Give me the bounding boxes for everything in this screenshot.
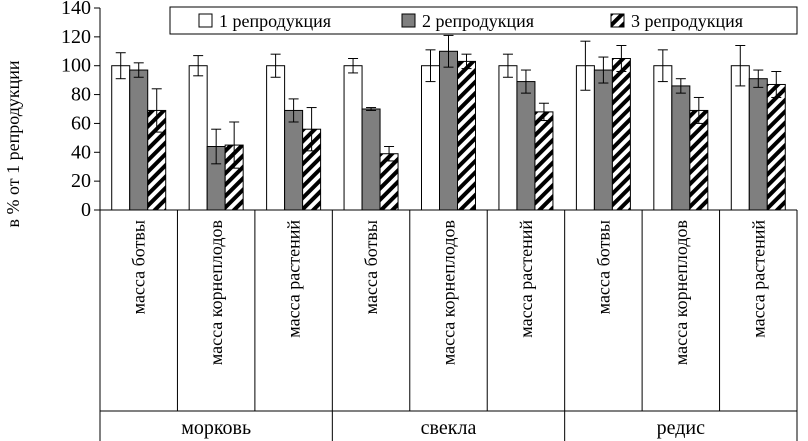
bar bbox=[284, 109, 304, 211]
category-label: масса корнеплодов bbox=[671, 220, 691, 365]
bar bbox=[748, 78, 768, 211]
category-label: масса ботвы bbox=[129, 220, 149, 314]
bar bbox=[111, 65, 131, 211]
bar bbox=[730, 65, 750, 211]
bar bbox=[457, 60, 476, 211]
legend-label: 2 репродукция bbox=[422, 11, 534, 31]
bar bbox=[498, 65, 518, 211]
legend-swatch bbox=[401, 13, 416, 28]
group-label: свекла bbox=[421, 417, 477, 439]
bar bbox=[188, 65, 208, 211]
category-label: масса растений bbox=[748, 220, 768, 338]
bar bbox=[343, 65, 363, 211]
bar bbox=[534, 111, 554, 211]
bar bbox=[611, 58, 631, 211]
legend-box bbox=[169, 6, 798, 35]
y-tick-label: 140 bbox=[61, 0, 91, 19]
legend-swatch bbox=[198, 13, 213, 28]
group-label: морковь bbox=[181, 417, 251, 439]
category-label: масса корнеплодов bbox=[439, 220, 459, 365]
bar bbox=[266, 65, 286, 211]
bar bbox=[593, 69, 613, 211]
y-tick-label: 20 bbox=[71, 170, 91, 192]
category-label: масса ботвы bbox=[593, 220, 613, 314]
bar bbox=[361, 108, 381, 211]
legend: 1 репродукция 2 репродукция 3 репродукция bbox=[169, 6, 798, 35]
category-label: масса ботвы bbox=[361, 220, 381, 314]
y-tick-label: 80 bbox=[71, 84, 91, 106]
group-label: редис bbox=[657, 417, 705, 439]
bar bbox=[129, 69, 149, 211]
bar bbox=[671, 85, 691, 211]
bar bbox=[653, 65, 673, 211]
y-tick-label: 100 bbox=[61, 55, 91, 77]
bar bbox=[379, 153, 399, 211]
y-tick-label: 120 bbox=[61, 26, 91, 48]
category-label: масса растений bbox=[516, 220, 536, 338]
category-label: масса растений bbox=[284, 220, 304, 338]
legend-swatch bbox=[610, 13, 625, 28]
y-tick-label: 60 bbox=[71, 112, 91, 134]
legend-label: 1 репродукция bbox=[219, 11, 331, 31]
bar bbox=[689, 109, 709, 211]
legend-label: 3 репродукция bbox=[631, 11, 743, 31]
bar bbox=[421, 65, 440, 211]
bar bbox=[439, 50, 458, 211]
y-tick-label: 0 bbox=[81, 199, 91, 221]
bar bbox=[766, 83, 786, 211]
y-tick-label: 40 bbox=[71, 141, 91, 163]
bar bbox=[516, 81, 536, 211]
y-axis-label: в % от 1 репродукции bbox=[3, 60, 23, 227]
category-label: масса корнеплодов bbox=[206, 220, 226, 365]
